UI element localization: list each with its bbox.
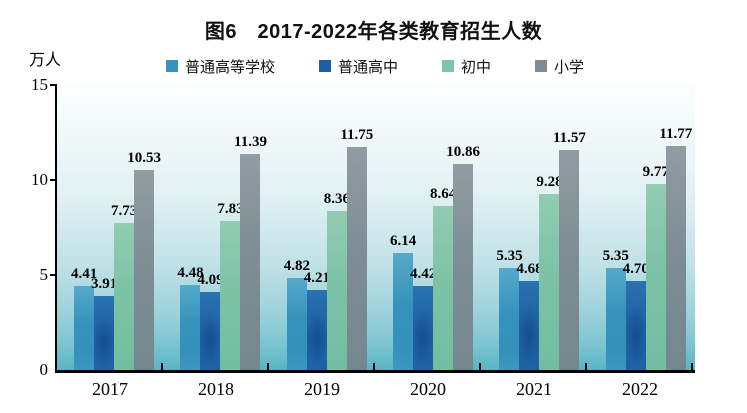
value-label: 7.73 (111, 203, 138, 220)
value-label: 10.53 (127, 149, 162, 166)
value-label: 10.86 (446, 143, 481, 160)
y-tick-mark (50, 179, 57, 181)
legend-label: 普通高等学校 (184, 58, 275, 76)
bar-group-2020: 6.14 4.42 8.64 10.86 (376, 85, 482, 370)
bar-普通高等学校-2017: 4.41 (71, 266, 97, 370)
bar-普通高等学校-2021: 5.35 (496, 248, 523, 370)
bar-普通高中-2020: 4.42 (410, 266, 436, 370)
bar-普通高等学校-2022: 5.35 (603, 248, 629, 370)
value-label: 4.48 (177, 264, 204, 281)
value-label: 11.75 (340, 126, 374, 143)
legend-item-3: 初中 (442, 56, 491, 77)
legend-item-4: 小学 (535, 56, 584, 77)
bar-小学-2018: 11.39 (234, 134, 267, 370)
x-tick-mark (479, 363, 481, 370)
x-tick-mark (585, 363, 587, 370)
bar-group-2017: 4.41 3.91 7.73 10.53 (57, 85, 163, 370)
legend: 普通高等学校 普通高中 初中 小学 (57, 56, 693, 77)
value-label: 11.39 (234, 133, 267, 150)
x-tick-label-2018: 2018 (198, 379, 234, 399)
bar-group-2018: 4.48 4.09 7.83 11.39 (163, 85, 269, 370)
legend-item-2: 普通高中 (318, 56, 398, 77)
value-label: 4.41 (71, 266, 98, 283)
bar-初中-2019: 8.36 (324, 191, 350, 370)
bar-group-2019: 4.82 4.21 8.36 11.75 (270, 85, 376, 370)
x-tick-mark (161, 363, 163, 370)
bar-小学-2020: 10.86 (446, 144, 480, 370)
value-label: 4.42 (410, 266, 437, 283)
bar-初中-2020: 8.64 (430, 186, 456, 370)
value-label: 11.57 (553, 130, 586, 147)
value-label: 7.83 (217, 201, 244, 218)
value-label: 9.28 (536, 173, 563, 190)
y-tick-label: 10 (31, 170, 48, 189)
value-label: 8.64 (430, 185, 457, 202)
legend-item-1: 普通高等学校 (165, 56, 275, 77)
value-label: 4.68 (516, 261, 543, 278)
x-tick-mark (373, 363, 375, 370)
bar-初中-2018: 7.83 (217, 201, 244, 370)
legend-label: 小学 (554, 58, 585, 76)
bar-group-2021: 5.35 4.68 9.28 11.57 (482, 85, 588, 370)
bar-普通高等学校-2019: 4.82 (284, 258, 310, 370)
bar-普通高中-2019: 4.21 (304, 270, 330, 370)
bar-小学-2021: 11.57 (553, 130, 586, 370)
x-tick-label-2022: 2022 (622, 379, 658, 399)
bar-group-2022: 5.35 4.70 9.77 11.77 (589, 85, 695, 370)
bar-小学-2017: 10.53 (127, 150, 161, 370)
bar-小学-2019: 11.75 (340, 127, 373, 370)
bar-小学-2022: 11.77 (659, 126, 692, 370)
value-label: 3.91 (91, 275, 118, 292)
value-label: 8.36 (323, 191, 350, 208)
value-label: 5.35 (496, 248, 523, 265)
bar-普通高中-2017: 3.91 (91, 276, 117, 370)
chart-title: 图6 2017-2022年各类教育招生人数 (204, 21, 543, 43)
value-label: 11.77 (659, 126, 693, 143)
legend-swatch-icon (535, 60, 548, 72)
value-label: 4.82 (283, 258, 310, 275)
bar-初中-2017: 7.73 (111, 203, 137, 370)
y-tick-label: 15 (31, 75, 48, 94)
legend-label: 初中 (461, 58, 492, 76)
bar-普通高中-2021: 4.68 (516, 261, 543, 370)
bar-普通高中-2018: 4.09 (197, 272, 224, 370)
y-tick-label: 5 (39, 265, 49, 284)
legend-label: 普通高中 (337, 58, 398, 76)
bar-普通高等学校-2018: 4.48 (177, 265, 204, 370)
legend-swatch-icon (318, 60, 331, 72)
value-label: 4.21 (303, 270, 330, 287)
x-tick-label-2021: 2021 (516, 379, 552, 399)
bar-初中-2022: 9.77 (643, 164, 669, 370)
y-tick-mark (50, 84, 57, 86)
bar-groups: 4.41 3.91 7.73 10.53 4.48 4.09 7.83 11.39 4.82 4.… (57, 85, 695, 370)
legend-swatch-icon (442, 60, 454, 72)
legend-swatch-icon (165, 60, 178, 72)
bar-初中-2021: 9.28 (536, 174, 563, 370)
y-axis-unit-label: 万人 (29, 52, 62, 69)
x-tick-label-2020: 2020 (410, 379, 446, 399)
value-label: 4.70 (622, 260, 649, 277)
y-tick-label: 0 (39, 360, 49, 379)
bar-普通高中-2022: 4.70 (623, 261, 649, 370)
value-label: 9.77 (642, 164, 669, 181)
value-label: 5.35 (602, 248, 629, 265)
x-tick-mark (267, 363, 269, 370)
plot-area: 4.41 3.91 7.73 10.53 4.48 4.09 7.83 11.39 4.82 4.… (55, 85, 695, 373)
x-axis-labels: 2017 2018 2019 2020 2021 2022 (57, 379, 693, 400)
bar-普通高等学校-2020: 6.14 (390, 233, 416, 370)
y-tick-mark (50, 274, 57, 276)
x-tick-label-2019: 2019 (304, 379, 340, 399)
value-label: 6.14 (390, 233, 417, 250)
x-tick-label-2017: 2017 (92, 379, 128, 399)
x-tick-mark (691, 363, 693, 370)
value-label: 4.09 (197, 272, 224, 289)
